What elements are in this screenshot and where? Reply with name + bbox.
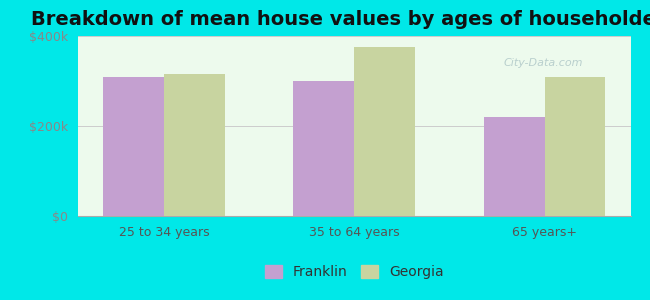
Title: Breakdown of mean house values by ages of householders: Breakdown of mean house values by ages o… — [31, 10, 650, 29]
Bar — [354, 47, 415, 216]
Bar — [545, 76, 605, 216]
Bar — [484, 117, 545, 216]
Legend: Franklin, Georgia: Franklin, Georgia — [259, 260, 449, 285]
Bar — [164, 74, 225, 216]
Bar — [103, 76, 164, 216]
Text: City-Data.com: City-Data.com — [503, 58, 583, 68]
Bar — [293, 81, 354, 216]
